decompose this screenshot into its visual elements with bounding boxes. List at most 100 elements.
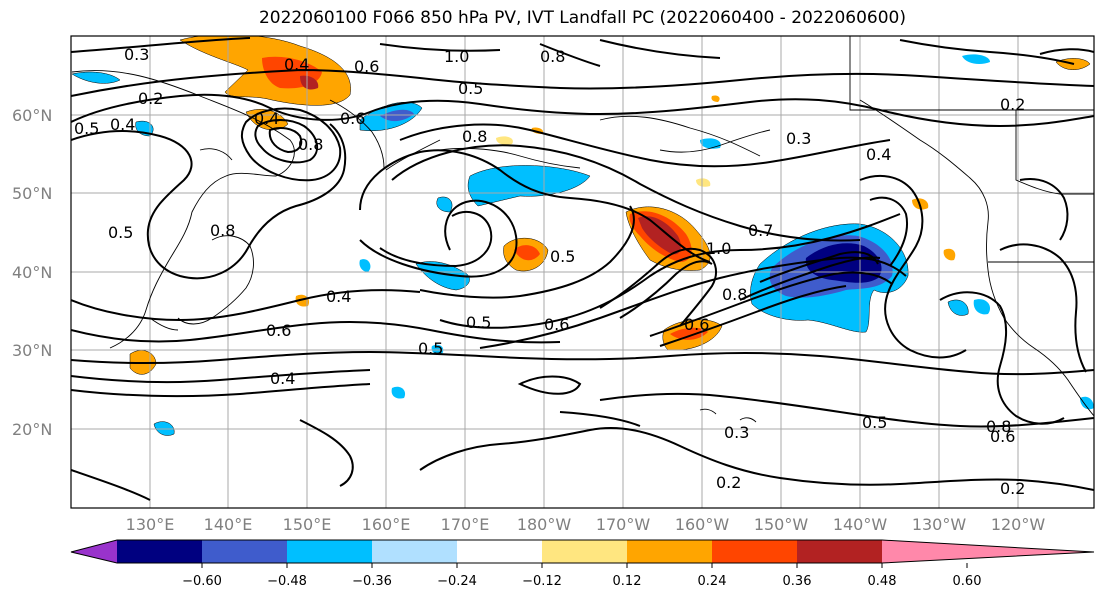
coastline [739,417,757,423]
contour-label: 0.8 [986,417,1011,436]
contour-line [599,392,1094,428]
contour-label: 0.5 [418,339,443,358]
contour-label: 0.4 [326,287,351,306]
colorbar-swatch [712,540,797,563]
contour-label: 0.3 [124,45,149,64]
contour-label: 0.5 [74,119,99,138]
coastline [199,148,233,161]
lon-label: 150°W [754,515,809,534]
latitude-labels: 60°N 50°N 40°N 30°N 20°N [12,106,52,439]
colorbar-tick-label: −0.12 [522,574,562,589]
contour-line [517,375,582,395]
anomaly-fill [467,165,591,207]
contour-line [419,205,635,299]
lon-label: 140°W [833,515,888,534]
colorbar-tick-label: 0.24 [698,574,727,589]
map-frame [70,35,1095,509]
contour-line [71,383,371,398]
lon-label: 170°E [441,515,490,534]
colorbar-outline [70,539,1095,564]
contour-line [999,243,1087,373]
contour-label-group: 0.3 0.4 0.6 1.0 0.8 0.5 0.2 0.8 0.4 0.6 … [74,45,1025,498]
anomaly-fill [496,136,513,145]
colorbar-tick-label: 0.12 [613,574,642,589]
colorbar-swatch [202,540,287,563]
contour-line [419,427,1094,491]
contour-line [379,211,493,268]
contour-line [599,247,717,327]
colorbar-swatch [542,540,627,563]
lat-label: 30°N [12,341,52,360]
contour-line [899,39,1075,65]
contour-line [240,107,342,182]
contour-label: 0.6 [266,321,291,340]
anomaly-fill [700,138,721,149]
coastline [71,70,295,349]
contour-line [391,144,861,242]
contour-line [649,271,893,337]
contour-label: 0.8 [298,135,323,154]
contour-line [254,119,319,164]
lon-label: 130°W [912,515,967,534]
contour-label: 0.5 [458,79,483,98]
contour-line [71,350,1094,376]
colorbar-tick-label: 0.36 [783,574,812,589]
anomaly-fill [973,299,991,315]
contour-line [71,321,561,344]
contour-line [439,213,901,329]
contour-line [1019,178,1069,241]
pv-contours [71,37,1094,501]
contour-label: 0.8 [210,221,235,240]
coastline [329,99,385,169]
contour-label: 0.7 [748,221,773,240]
contour-line [71,93,1094,128]
anomaly-fill [514,245,540,261]
coastline [659,129,771,153]
colorbar-swatch [797,540,882,563]
contour-label: 0.2 [1000,479,1025,498]
coastline [859,99,1094,417]
contour-label: 0.2 [716,473,741,492]
contour-line [379,43,501,52]
colorbar-tick-label: 0.48 [868,574,897,589]
colorbar-swatch [627,540,712,563]
anomaly-fill [391,386,406,399]
contour-label: 0.4 [284,55,309,74]
lon-label: 120°W [991,515,1046,534]
contour-line [539,43,601,67]
contour-line [359,149,711,263]
contour-line [559,411,641,427]
contour-line [299,419,354,487]
colorbar-swatch [457,540,542,563]
contour-label: 0.8 [462,127,487,146]
lon-label: 150°E [283,515,332,534]
contour-label: 0.4 [110,115,135,134]
contour-label: 0.6 [354,57,379,76]
contour-line [619,260,713,319]
lon-label: 160°W [675,515,730,534]
contour-label: 0.5 [108,223,133,242]
figure-title: 2022060100 F066 850 hPa PV, IVT Landfall… [258,8,906,28]
contour-line [599,39,721,59]
contour-line [71,369,371,384]
contour-line [399,123,891,168]
contour-label: 0.4 [254,109,279,128]
contour-label: 0.5 [466,313,491,332]
anomaly-fill [711,95,720,102]
colorbar-tick-label: 0.60 [953,574,982,589]
contour-label: 1.0 [444,47,469,66]
colorbar-swatch [882,540,1094,563]
anomaly-fill [1080,396,1094,410]
anomaly-fill [300,75,319,90]
colorbar-tick-label: −0.36 [352,574,392,589]
contour-line [1039,48,1094,55]
contour-line [939,291,1065,425]
contour-label: 0.8 [540,47,565,66]
contour-label: 0.2 [138,89,163,108]
lat-label: 40°N [12,263,52,282]
contour-line [71,123,347,280]
lon-label: 160°E [362,515,411,534]
contour-line [659,285,847,347]
anomaly-fill [670,327,708,340]
coastline [849,36,1094,111]
